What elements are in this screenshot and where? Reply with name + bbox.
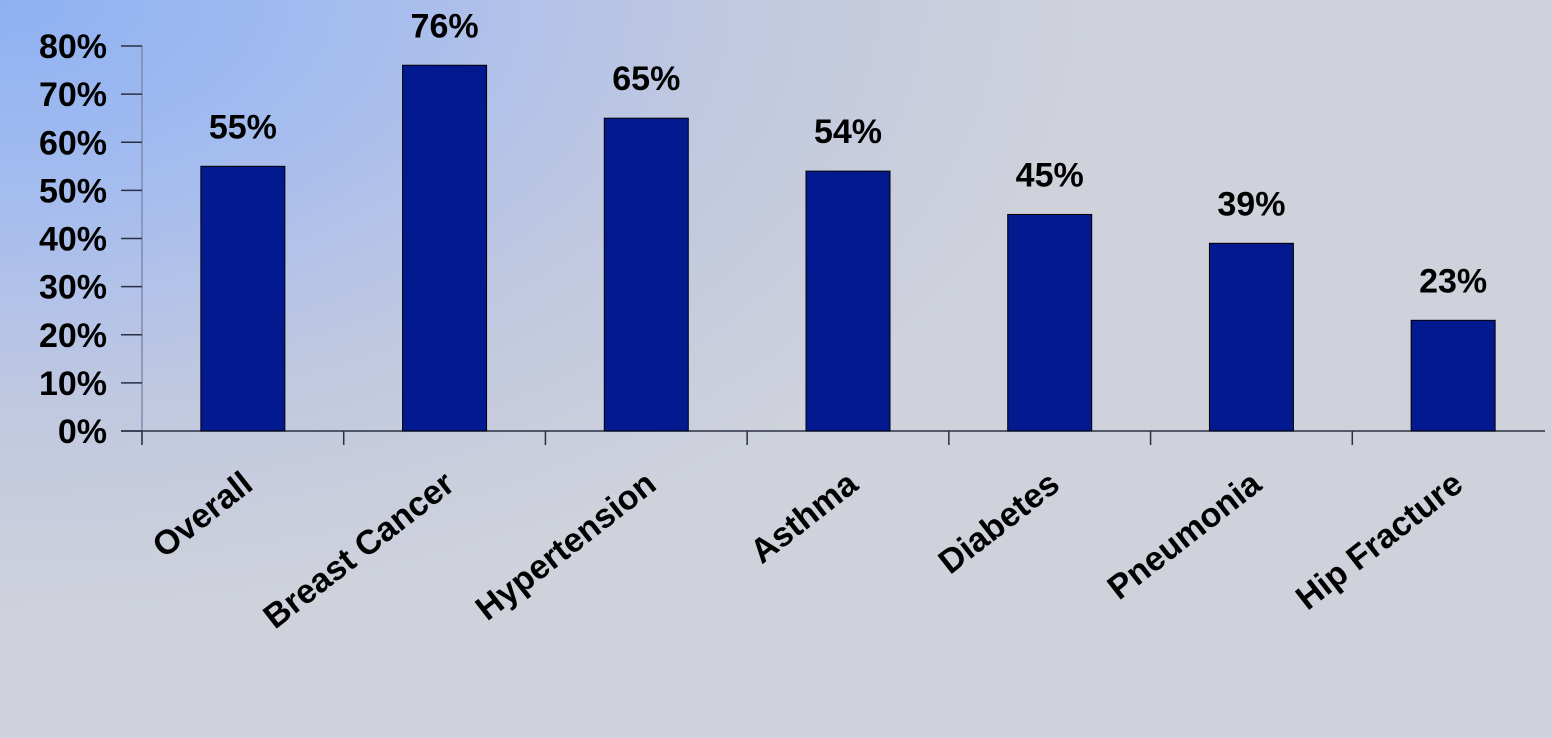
- bar: [1208, 242, 1294, 432]
- category-label: Asthma: [743, 464, 866, 571]
- category-label: Breast Cancer: [256, 464, 461, 636]
- y-tick-label: 0%: [58, 413, 107, 451]
- bar: [1007, 213, 1093, 432]
- data-label: 76%: [411, 7, 479, 45]
- category-label: Hypertension: [469, 464, 664, 628]
- bar: [805, 170, 891, 432]
- data-label: 65%: [612, 60, 680, 98]
- category-label: Pneumonia: [1101, 464, 1270, 607]
- y-tick-labels: 0% 10% 20% 30% 40% 50% 60% 70% 80%: [39, 28, 107, 451]
- data-labels: 55% 76% 65% 54% 45% 39% 23%: [209, 7, 1487, 300]
- y-tick-label: 70%: [39, 76, 107, 114]
- y-tick-label: 60%: [39, 124, 107, 162]
- y-tick-label: 40%: [39, 221, 107, 259]
- data-label: 55%: [209, 108, 277, 146]
- category-label: Diabetes: [932, 464, 1067, 581]
- data-label: 23%: [1419, 262, 1487, 300]
- bar: [200, 165, 286, 432]
- bar: [603, 117, 689, 432]
- category-label: Hip Fracture: [1289, 464, 1470, 617]
- y-tick-label: 10%: [39, 365, 107, 403]
- data-label: 39%: [1217, 185, 1285, 223]
- bar: [402, 64, 488, 432]
- data-label: 54%: [814, 113, 882, 151]
- y-tick-label: 30%: [39, 269, 107, 307]
- category-label: Overall: [146, 464, 260, 565]
- chart-bars: [200, 64, 1496, 432]
- y-tick-label: 80%: [39, 28, 107, 66]
- y-tick-label: 20%: [39, 317, 107, 355]
- bar: [1410, 319, 1496, 432]
- y-tick-label: 50%: [39, 172, 107, 210]
- data-label: 45%: [1016, 156, 1084, 194]
